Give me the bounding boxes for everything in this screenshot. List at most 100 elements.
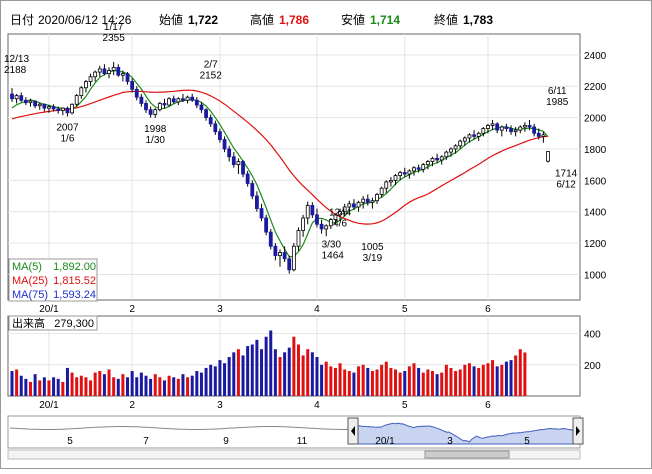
volume-legend: 出来高 279,300 <box>8 315 98 331</box>
candle-body <box>421 164 426 170</box>
candle <box>171 95 176 104</box>
candle-body <box>324 225 329 230</box>
volume-axis: 200 400 <box>584 330 601 372</box>
volume-bar <box>273 349 277 396</box>
volume-bar <box>38 380 42 396</box>
candle <box>282 246 287 262</box>
candle <box>430 156 435 167</box>
annotation-text: 3/19 <box>363 253 383 264</box>
volume-bar <box>417 367 421 396</box>
ma5-legend-name: MA(5) <box>12 261 42 273</box>
candle <box>458 139 463 149</box>
high-label: 高値 <box>250 12 274 27</box>
candle-body <box>435 157 440 161</box>
candle <box>37 102 42 110</box>
month-tick-label: 4 <box>314 400 320 411</box>
volume-bar <box>370 371 374 396</box>
candle <box>301 214 306 237</box>
annotation-text: 1464 <box>322 251 345 262</box>
volume-bar <box>467 363 471 396</box>
volume-bar <box>65 367 69 396</box>
month-tick-label: 3 <box>217 304 223 315</box>
volume-bar <box>126 377 130 396</box>
candle <box>125 72 130 85</box>
annotation-text: 1985 <box>546 97 569 108</box>
nav-label: 9 <box>223 436 229 447</box>
volume-bar <box>139 372 143 396</box>
candle <box>273 243 278 261</box>
candle <box>181 94 185 102</box>
ma25-legend-value: 1,815.52 <box>53 275 96 287</box>
volume-bar <box>477 367 481 396</box>
annotation-text: 12/13 <box>4 54 29 65</box>
candle <box>439 155 444 165</box>
candle-body <box>97 68 102 73</box>
volume-bar <box>102 374 106 396</box>
volume-bar <box>361 364 365 396</box>
candle-body <box>120 73 125 76</box>
candle-body <box>328 219 333 227</box>
candle <box>342 203 347 217</box>
volume-bar <box>435 374 439 396</box>
candle-body <box>305 205 310 219</box>
volume-bar <box>389 367 393 396</box>
candle <box>518 125 523 134</box>
candle-body <box>495 123 500 131</box>
volume-bar <box>366 367 370 396</box>
candle <box>388 177 393 187</box>
candle-body <box>338 211 342 216</box>
candle-body <box>291 245 296 271</box>
candle-body <box>213 123 218 133</box>
candle <box>393 174 398 186</box>
candle <box>536 128 541 140</box>
volume-bar <box>320 364 324 396</box>
navigator-scrollbar-thumb[interactable] <box>424 450 510 459</box>
candle <box>51 104 56 112</box>
candle-body <box>231 156 236 166</box>
candle-body <box>490 123 495 126</box>
volume-bar <box>440 372 444 396</box>
candle-body <box>370 200 375 203</box>
volume-bar <box>352 372 356 396</box>
volume-bar <box>481 364 485 396</box>
low-label: 安値 <box>341 12 365 27</box>
candle-body <box>352 203 356 208</box>
candle-body <box>116 66 121 76</box>
candle <box>361 196 366 209</box>
candle <box>157 101 162 112</box>
volume-bar <box>227 357 231 396</box>
candle-body <box>37 103 42 107</box>
candle <box>328 217 333 229</box>
candle <box>190 93 195 102</box>
candle <box>116 64 121 77</box>
candle-body <box>453 145 458 150</box>
price-tick-label: 2200 <box>584 82 607 93</box>
volume-bar <box>204 367 208 396</box>
volume-bar <box>421 372 425 396</box>
candle-body <box>194 99 199 106</box>
annotation-text: 2152 <box>200 71 223 82</box>
candle-body <box>125 73 130 82</box>
navigator[interactable]: 5 7 9 11 20/1 3 5 <box>7 415 584 460</box>
volume-bar <box>232 352 236 396</box>
volume-bar <box>269 330 273 396</box>
candle <box>227 145 232 162</box>
volume-bar <box>463 364 467 396</box>
annotation-text: 1/6 <box>60 133 74 144</box>
volume-bar <box>15 369 19 396</box>
candle <box>139 94 144 107</box>
candle-body <box>185 96 190 101</box>
navigator-selected-range <box>357 422 574 445</box>
candle <box>218 128 222 143</box>
volume-bar <box>333 367 337 396</box>
candle-body <box>449 148 453 153</box>
month-tick-label: 5 <box>402 400 408 411</box>
nav-label: 3 <box>447 436 453 447</box>
candle <box>319 219 324 234</box>
candle <box>93 70 98 82</box>
volume-bar <box>338 363 342 396</box>
candle <box>144 100 148 113</box>
navigator-scrollbar-track[interactable] <box>7 449 581 460</box>
candle <box>231 152 236 168</box>
